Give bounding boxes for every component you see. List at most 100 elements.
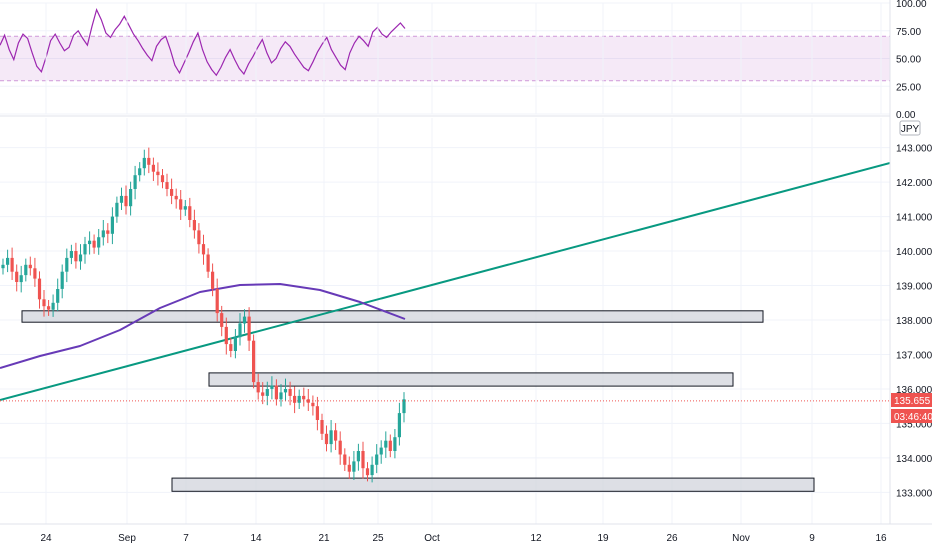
current-price-label: 135.655 — [894, 396, 931, 407]
time-tick-label: Oct — [424, 533, 440, 544]
candle-body — [92, 240, 96, 248]
candle-body — [315, 406, 319, 420]
candle-body — [51, 302, 55, 310]
rsi-tick-label: 50.00 — [896, 55, 921, 66]
candle-body — [256, 382, 260, 393]
rsi-line — [0, 7, 406, 77]
time-tick-label: 14 — [250, 533, 262, 544]
candle-body — [320, 420, 324, 434]
candle-body — [293, 395, 297, 403]
time-scale[interactable]: 24 Sep 7 14 21 25 Oct 12 19 26 Nov 9 16 — [40, 533, 887, 544]
currency-label: JPY — [901, 124, 920, 135]
price-tick-label: 133.000 — [896, 488, 932, 499]
candle-body — [343, 454, 347, 465]
candle-body — [142, 157, 146, 169]
candle-body — [329, 430, 333, 445]
price-tick-label: 143.000 — [896, 144, 932, 155]
candle-body — [28, 264, 32, 269]
candle-body — [197, 230, 201, 245]
candle-body — [224, 326, 228, 345]
candle-body — [133, 175, 137, 189]
candle-body — [183, 206, 187, 210]
candle-body — [65, 257, 69, 272]
candle-body — [270, 385, 274, 389]
candle-body — [215, 289, 219, 314]
candle-body — [188, 206, 192, 220]
candle-body — [206, 254, 210, 272]
price-tick-label: 135.000 — [896, 419, 932, 430]
price-tick-label: 139.000 — [896, 282, 932, 293]
candle-body — [242, 316, 247, 324]
trendline[interactable] — [0, 162, 891, 401]
candle-body — [156, 171, 160, 176]
candle-body — [42, 299, 46, 307]
candle-body — [74, 251, 78, 262]
countdown-label: 03:46:40 — [894, 412, 932, 423]
candle-body — [138, 168, 142, 176]
time-tick-label: 26 — [666, 533, 678, 544]
currency-label-box[interactable] — [899, 120, 921, 136]
time-tick-label: 7 — [183, 533, 189, 544]
rsi-pane[interactable] — [0, 2, 890, 115]
candle-body — [47, 306, 51, 310]
candle-body — [101, 230, 105, 238]
price-pane[interactable] — [0, 118, 891, 524]
sr-zone[interactable] — [208, 372, 734, 387]
candle-body — [19, 275, 23, 283]
candle-body — [10, 257, 14, 272]
candle-body — [384, 440, 388, 448]
candle-body — [165, 182, 169, 189]
candle-body — [375, 454, 379, 465]
time-tick-label: 12 — [530, 533, 542, 544]
price-scale[interactable]: 143.000 142.000 141.000 140.000 139.000 138.0… — [896, 144, 932, 500]
candle-body — [252, 340, 256, 383]
current-price-badge — [891, 393, 932, 407]
time-tick-label: 25 — [372, 533, 384, 544]
price-tick-label: 136.000 — [896, 385, 932, 396]
candle-body — [24, 264, 28, 276]
moving-average-line — [0, 283, 406, 369]
candle-body — [247, 316, 251, 341]
candle-body — [302, 395, 306, 400]
candle-body — [6, 257, 10, 265]
candle-body — [274, 385, 278, 400]
candle-body — [37, 278, 42, 300]
candle-body — [379, 447, 383, 455]
candle-body — [233, 337, 237, 351]
sr-zone[interactable] — [21, 310, 764, 323]
candle-body — [306, 399, 310, 403]
candle-body — [160, 175, 165, 183]
candle-body — [124, 195, 128, 207]
candle-body — [238, 323, 242, 338]
candle-body — [170, 189, 174, 196]
time-tick-label: 16 — [875, 533, 887, 544]
price-tick-label: 134.000 — [896, 454, 932, 465]
candle-body — [261, 392, 265, 396]
candle-body — [388, 440, 392, 451]
candle-body — [220, 313, 224, 327]
time-tick-label: Nov — [732, 533, 750, 544]
candle-body — [201, 244, 206, 255]
candle-body — [338, 440, 342, 455]
candle-body — [352, 461, 356, 472]
price-tick-label: 138.000 — [896, 316, 932, 327]
countdown-badge — [891, 409, 932, 423]
candle-body — [279, 392, 283, 400]
candle-body — [229, 344, 233, 351]
candle-body — [334, 430, 338, 441]
sr-zone[interactable] — [171, 477, 815, 492]
candle-body — [60, 271, 64, 289]
candle-body — [69, 251, 73, 258]
candle-body — [179, 199, 183, 210]
rsi-band — [0, 36, 890, 81]
candle-body — [365, 468, 370, 476]
candle-body — [211, 271, 215, 289]
candle-body — [288, 389, 292, 396]
candle-body — [15, 271, 19, 282]
candle-body — [147, 157, 151, 165]
rsi-tick-label: 25.00 — [896, 82, 921, 93]
time-tick-label: 9 — [809, 533, 815, 544]
candle-body — [324, 433, 329, 445]
rsi-price-scale[interactable]: 100.00 75.00 50.00 25.00 0.00 — [896, 0, 927, 121]
